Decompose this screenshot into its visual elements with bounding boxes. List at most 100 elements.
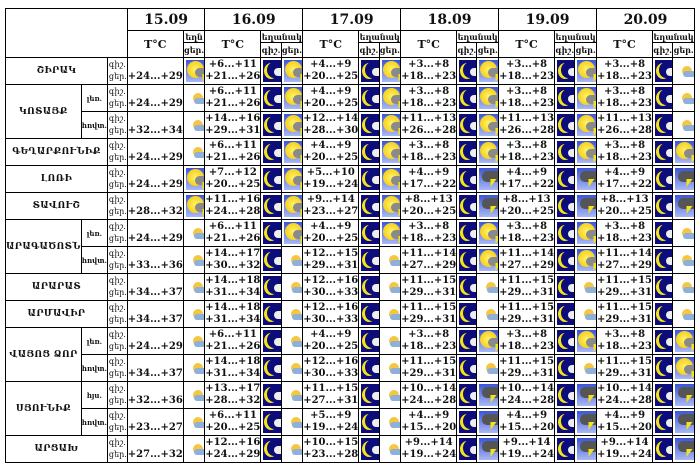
temp-header: T°C — [498, 30, 556, 58]
temp-cell: +14...+18 +31...+34 — [204, 354, 262, 382]
day-temp: +27...+29 — [499, 260, 555, 271]
day-label: ցեր. — [108, 153, 127, 162]
weather-icon-cell — [182, 57, 206, 85]
day-icon-cell — [280, 138, 304, 166]
moon-cloud-icon — [655, 168, 672, 190]
sun-storm-icon — [283, 222, 302, 244]
day-temp: +24...+29 — [127, 98, 183, 109]
region-name: ԱՐԱԳԱԾՈՏՆ — [5, 219, 82, 274]
day-header: ցեր. — [182, 42, 206, 58]
night-temp: +12...+16 — [303, 302, 359, 313]
night-icon-cell — [456, 408, 478, 436]
moon-cloud-icon — [361, 357, 379, 379]
partly-cloudy-icon — [283, 249, 302, 271]
day-icon-cell — [378, 435, 402, 463]
night-label: գիշ. — [108, 114, 126, 123]
moon-cloud-icon — [459, 276, 476, 298]
night-temp: +3...+8 — [603, 86, 646, 97]
moon-cloud-icon — [459, 222, 476, 244]
subregion-label: լեռ. — [80, 219, 108, 247]
night-temp: +3...+8 — [603, 221, 646, 232]
day-header: ցեր. — [378, 42, 402, 58]
day-icon-cell — [672, 111, 695, 139]
night-icon-cell — [456, 381, 478, 409]
temp-cell: +6...+11 +21...+26 — [204, 138, 262, 166]
day-icon-cell — [574, 84, 597, 112]
night-label: գիշ. — [108, 357, 126, 366]
night-icon-cell — [358, 84, 380, 112]
sun-storm-icon — [675, 330, 694, 352]
thunderstorm-icon — [479, 438, 498, 460]
day-temp: +24...+28 — [499, 395, 555, 406]
weather-header: եղանակ — [358, 30, 402, 43]
temp-cell: +24...+29 — [126, 84, 184, 112]
night-header: գիշ. — [358, 42, 380, 58]
temp-header: T°C — [302, 30, 360, 58]
day-icon-cell — [672, 84, 695, 112]
thunderstorm-icon — [577, 438, 596, 460]
day-icon-cell — [672, 165, 695, 193]
day-temp: +29...+31 — [401, 368, 457, 379]
night-day-label: գիշ. ցեր. — [106, 300, 128, 328]
temp-cell: +14...+18 +31...+34 — [204, 300, 262, 328]
temp-header: T°C — [204, 30, 262, 58]
temp-cell: +11...+13 +26...+28 — [498, 111, 556, 139]
night-icon-cell — [358, 192, 380, 220]
night-temp: +11...+15 — [596, 356, 653, 367]
moon-cloud-icon — [655, 60, 672, 82]
day-header: ցեր. — [476, 42, 500, 58]
day-temp: +29...+31 — [499, 368, 555, 379]
day-temp: +20...+25 — [303, 233, 359, 244]
sun-storm-icon — [283, 141, 302, 163]
night-temp: +3...+8 — [506, 59, 548, 70]
night-temp: +9...+14 — [600, 437, 649, 448]
temp-cell: +10...+14 +24...+28 — [400, 381, 458, 409]
night-temp: +4...+9 — [408, 410, 450, 421]
day-temp: +20...+25 — [401, 206, 457, 217]
temp-cell: +4...+9 +15...+20 — [595, 408, 654, 436]
night-temp: +4...+9 — [310, 140, 352, 151]
day-temp: +18...+23 — [401, 152, 457, 163]
temp-cell: +11...+15 +29...+31 — [498, 273, 556, 301]
day-temp: +30...+33 — [303, 314, 359, 325]
night-icon-cell — [652, 246, 674, 274]
partly-cloudy-icon — [675, 303, 694, 325]
weather-icon-cell — [182, 111, 206, 139]
temp-cell: +11...+15 +29...+31 — [400, 354, 458, 382]
day-icon-cell — [574, 246, 597, 274]
night-header: գիշ. — [260, 42, 282, 58]
night-temp: +3...+8 — [506, 329, 548, 340]
day-temp: +20...+25 — [205, 422, 261, 433]
night-icon-cell — [554, 84, 576, 112]
night-icon-cell — [260, 273, 282, 301]
weather-icon-cell — [182, 138, 206, 166]
temp-cell: +12...+16 +24...+29 — [204, 435, 262, 463]
day-label: ցեր. — [108, 126, 127, 135]
moon-cloud-icon — [557, 249, 574, 271]
night-temp: +8...+13 — [502, 194, 551, 205]
day-icon-cell — [378, 84, 402, 112]
day-temp: +29...+31 — [401, 287, 457, 298]
day-temp: +19...+24 — [303, 179, 359, 190]
day-icon-cell — [672, 246, 695, 274]
partly-cloudy-icon — [185, 249, 204, 271]
moon-cloud-icon — [459, 87, 476, 109]
weather-icon-cell — [182, 381, 206, 409]
moon-cloud-icon — [263, 249, 281, 271]
night-temp: +4...+9 — [506, 167, 548, 178]
night-day-label: գիշ. ցեր. — [106, 435, 128, 463]
night-temp: +10...+14 — [401, 383, 457, 394]
thunderstorm-icon — [577, 411, 596, 433]
day-icon-cell — [672, 354, 695, 382]
night-icon-cell — [554, 381, 576, 409]
night-icon-cell — [260, 192, 282, 220]
night-temp: +4...+9 — [408, 167, 450, 178]
table-row: ՍՅՈՒՆԻՔ հյս. գիշ. ցեր. +32...+36 +13...+17 +28… — [5, 381, 695, 436]
weather-header: եղանակ — [456, 30, 500, 43]
date-header: 20.09 — [595, 8, 695, 31]
table-row: ՇԻՐԱԿ գիշ. ցեր. +24...+29 +6...+11 +21...+26 +… — [5, 57, 695, 85]
day-temp: +20...+25 — [499, 206, 555, 217]
night-icon-cell — [554, 138, 576, 166]
night-icon-cell — [358, 219, 380, 247]
day-icon-cell — [672, 219, 695, 247]
